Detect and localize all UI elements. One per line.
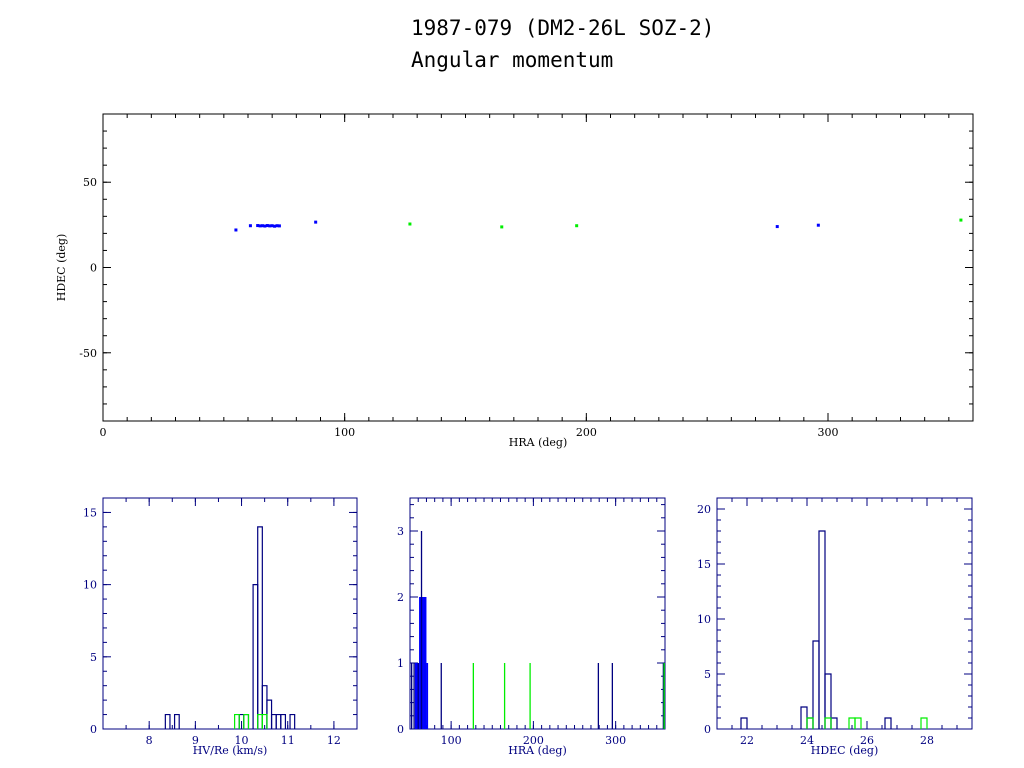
y-tick-label: 5: [704, 668, 711, 681]
y-tick-label: 15: [83, 506, 97, 519]
y-tick-label: 50: [83, 176, 97, 189]
histogram-bin: [173, 713, 180, 729]
x-tick-label: 26: [860, 734, 874, 747]
x-tick-label: 22: [740, 734, 754, 747]
histogram-bin: [252, 584, 259, 729]
x-axis-label: HDEC (deg): [811, 744, 879, 757]
y-tick-label: 10: [697, 613, 711, 626]
histogram-bar: [426, 663, 429, 729]
histogram-bin: [824, 717, 832, 729]
x-tick-label: 28: [920, 734, 934, 747]
y-tick-label: 3: [397, 525, 404, 538]
x-tick-label: 100: [441, 734, 462, 747]
scatter-point: [273, 224, 277, 228]
plot-frame: [409, 497, 666, 730]
chart-subtitle: Angular momentum: [411, 48, 614, 72]
panel-1: [102, 497, 358, 730]
histogram-bin: [800, 706, 808, 729]
histogram-bin: [164, 713, 171, 729]
x-tick-label: 24: [800, 734, 814, 747]
histogram-bin: [261, 713, 268, 729]
panel-0: [102, 113, 974, 422]
y-tick-label: 2: [397, 591, 404, 604]
histogram-bin: [280, 713, 287, 729]
x-tick-label: 200: [523, 734, 544, 747]
scatter-point: [261, 224, 264, 228]
y-tick-label: 0: [90, 723, 97, 736]
y-tick-label: 0: [90, 262, 97, 275]
histogram-bin: [275, 713, 282, 729]
scatter-point: [500, 225, 504, 229]
histogram-bin: [812, 640, 820, 729]
y-tick-label: 10: [83, 579, 97, 592]
histogram-bin: [257, 713, 263, 729]
histogram-bar: [419, 597, 422, 729]
scatter-point: [816, 223, 820, 227]
x-tick-label: 8: [146, 734, 153, 747]
scatter-point: [408, 222, 412, 226]
histogram-bin: [818, 530, 826, 729]
scatter-point: [575, 224, 579, 228]
scatter-point: [314, 220, 318, 224]
x-tick-label: 300: [818, 426, 839, 439]
y-tick-label: 15: [697, 558, 711, 571]
histogram-bin: [740, 717, 748, 729]
histogram-bin: [234, 713, 240, 729]
y-tick-label: 20: [697, 503, 711, 516]
x-tick-label: 9: [192, 734, 199, 747]
x-tick-label: 12: [327, 734, 341, 747]
histogram-bar: [421, 597, 424, 729]
scatter-point: [270, 224, 274, 228]
x-tick-label: 300: [605, 734, 626, 747]
x-axis-label: HRA (deg): [509, 436, 568, 449]
plot-frame: [716, 497, 973, 730]
histogram-bin: [830, 717, 838, 729]
histogram-bin: [824, 673, 832, 729]
scatter-point: [277, 224, 281, 228]
scatter-point: [258, 224, 262, 228]
scatter-point: [775, 225, 779, 229]
histogram-bin: [243, 713, 250, 729]
scatter-point: [248, 224, 252, 228]
x-tick-label: 0: [100, 426, 107, 439]
plot-frame: [102, 113, 974, 422]
x-tick-label: 11: [281, 734, 295, 747]
histogram-bin: [884, 717, 892, 729]
x-tick-label: 10: [235, 734, 249, 747]
x-axis-label: HRA (deg): [508, 744, 567, 757]
histogram-bin: [289, 713, 296, 729]
x-axis-label: HV/Re (km/s): [193, 744, 268, 757]
scatter-point: [265, 224, 269, 228]
x-tick-label: 200: [576, 426, 597, 439]
y-tick-label: 5: [90, 651, 97, 664]
x-tick-label: 100: [334, 426, 355, 439]
histogram-bin: [270, 713, 277, 729]
histogram-bin: [854, 717, 862, 729]
scatter-point: [263, 224, 267, 228]
histogram-bin: [261, 685, 268, 729]
histogram-bin: [806, 717, 814, 729]
y-tick-label: 0: [397, 723, 404, 736]
scatter-point: [959, 218, 963, 222]
y-tick-label: 0: [704, 723, 711, 736]
y-tick-label: 1: [397, 657, 404, 670]
scatter-point: [268, 224, 272, 228]
y-axis-label: HDEC (deg): [55, 234, 68, 302]
histogram-bar: [414, 663, 420, 729]
scatter-point: [275, 224, 279, 228]
panel-3: [716, 497, 973, 730]
histogram-bin: [806, 717, 814, 729]
histogram-bin: [920, 717, 928, 729]
histogram-bar: [423, 597, 427, 729]
plot-frame: [102, 497, 358, 730]
y-tick-label: -50: [79, 347, 97, 360]
scatter-point: [256, 224, 260, 228]
histogram-bin: [257, 526, 263, 729]
scatter-point: [234, 228, 238, 232]
histogram-bin: [243, 713, 250, 729]
histogram-bin: [266, 699, 273, 729]
chart-title: 1987-079 (DM2-26L SOZ-2): [411, 16, 715, 40]
panel-2: [409, 497, 666, 730]
